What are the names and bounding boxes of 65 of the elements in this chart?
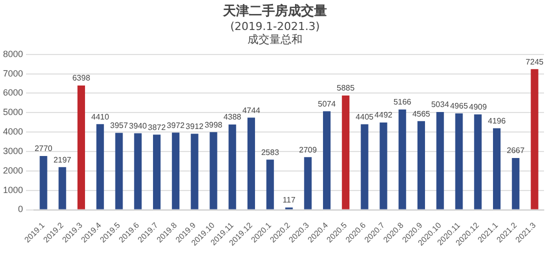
y-tick-label: 6000 (2, 88, 24, 98)
bar (455, 113, 463, 210)
data-label: 5885 (336, 84, 356, 93)
data-label: 4965 (450, 102, 468, 111)
y-tick-label: 8000 (2, 48, 24, 59)
bar (115, 132, 123, 210)
y-tick-label: 2000 (2, 165, 24, 176)
bar (304, 157, 312, 210)
data-label: 3972 (166, 120, 186, 130)
data-label: 4388 (223, 112, 242, 122)
data-label: 4744 (242, 106, 261, 115)
bar (380, 122, 388, 210)
y-tick-label: 5000 (2, 107, 24, 118)
data-label: 5074 (318, 99, 336, 108)
data-label: 2770 (34, 144, 53, 154)
chart-subtitle: (2019.1-2021.3) (229, 20, 321, 33)
data-label: 7245 (526, 57, 544, 66)
y-tick-label: 4000 (2, 126, 24, 137)
bar (266, 160, 274, 210)
bar (398, 109, 406, 210)
bar (40, 156, 48, 210)
bar (172, 132, 180, 210)
data-label: 3940 (129, 121, 148, 130)
y-tick-label: 3000 (2, 146, 24, 156)
bar (134, 133, 142, 210)
bar (474, 114, 482, 210)
data-label: 4565 (412, 109, 431, 118)
bar (342, 95, 350, 210)
bar (360, 124, 368, 210)
y-tick-label: 1000 (2, 184, 24, 195)
bar (58, 167, 66, 210)
data-label: 3957 (110, 121, 128, 130)
data-label: 2583 (261, 148, 280, 157)
data-label: 117 (282, 196, 296, 205)
bar (228, 124, 236, 210)
data-label: 2197 (53, 155, 72, 164)
data-label: 2709 (299, 145, 318, 154)
data-label: 3912 (186, 122, 204, 131)
text: 成交量总和 (246, 32, 304, 46)
y-tick-label: 7000 (2, 68, 24, 78)
bar (247, 118, 256, 210)
bar (417, 121, 426, 210)
data-label: 4405 (356, 112, 374, 122)
data-label: 2667 (506, 146, 526, 156)
bar (323, 111, 331, 210)
bar (210, 132, 218, 210)
data-label: 4492 (374, 110, 393, 120)
data-label: 3872 (148, 122, 166, 132)
bar (512, 158, 520, 210)
bar (493, 128, 501, 210)
bar (190, 134, 198, 210)
data-label: 6398 (72, 74, 91, 83)
data-label: 5034 (431, 100, 450, 110)
bar (77, 85, 86, 210)
bar (153, 134, 161, 210)
bar (530, 69, 538, 210)
bar (436, 112, 444, 210)
y-tick-label: 0 (18, 204, 24, 214)
data-label: 4196 (488, 116, 506, 126)
bar (96, 124, 104, 210)
data-label: 4410 (91, 112, 110, 122)
data-label: 3998 (204, 120, 223, 130)
data-label: 5166 (393, 98, 412, 107)
chart-title: 天津二手房成交量 (222, 4, 328, 20)
data-label: 4909 (468, 102, 488, 112)
